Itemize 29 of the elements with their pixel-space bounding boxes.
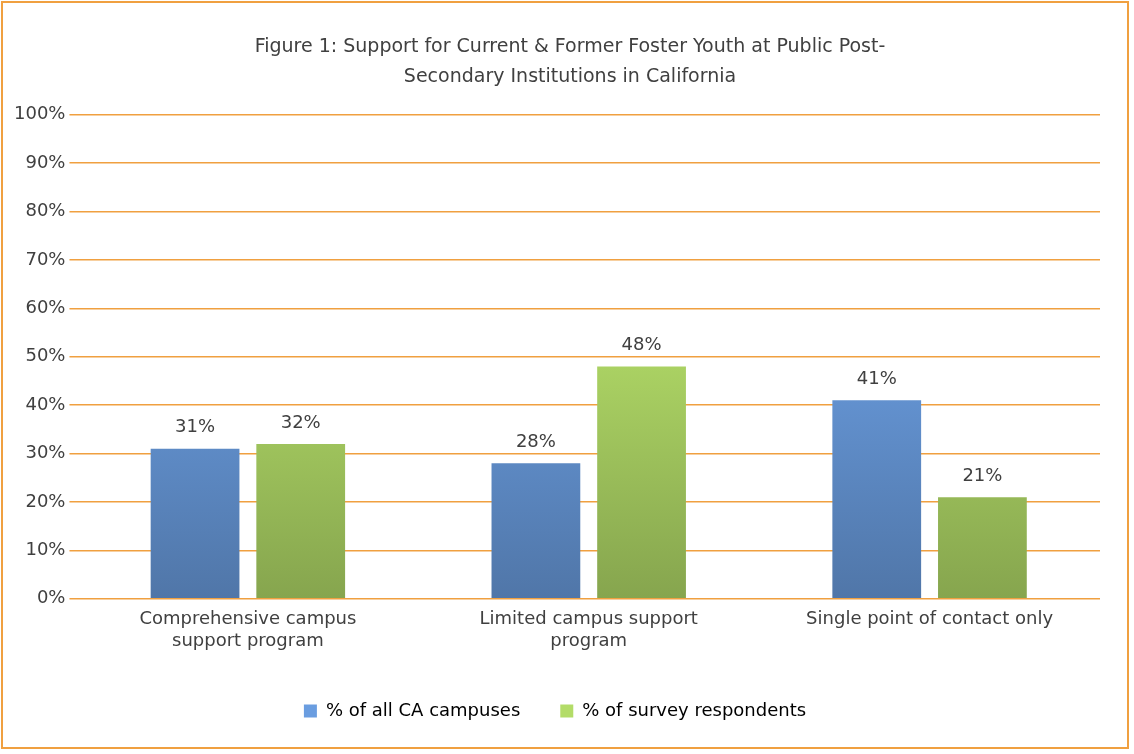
y-tick-label: 70%	[25, 247, 66, 269]
y-tick-label: 20%	[25, 489, 66, 511]
y-tick-label: 80%	[25, 199, 66, 221]
y-tick-label: 30%	[25, 441, 66, 463]
y-tick-label: 90%	[25, 150, 66, 172]
legend-label: % of survey respondents	[582, 698, 807, 720]
text: 32%	[280, 410, 321, 432]
y-tick-label: 10%	[25, 538, 66, 560]
text: 28%	[515, 429, 556, 451]
bar	[491, 463, 581, 599]
y-tick-label: 60%	[25, 296, 66, 318]
text: 48%	[621, 333, 662, 355]
text: 21%	[962, 463, 1003, 485]
y-tick-label: 40%	[25, 392, 66, 414]
y-tick-label: 0%	[36, 586, 66, 608]
bar	[832, 400, 922, 599]
bar	[597, 366, 686, 599]
y-tick-label: 100%	[13, 102, 66, 124]
text: 41%	[856, 367, 897, 389]
x-tick-label: Comprehensive campus support program	[139, 607, 357, 650]
y-tick-label: 50%	[25, 344, 66, 366]
bar	[256, 443, 346, 599]
legend-label: % of all CA campuses	[325, 698, 521, 720]
text: 31%	[175, 415, 216, 437]
x-tick-label: Single point of contact only	[806, 607, 1054, 629]
chart-title: Figure 1: Support for Current & Former Foster Youth at Public Post-Secondary Institutions in California	[253, 33, 887, 88]
bar	[938, 497, 1027, 599]
bar	[150, 448, 240, 599]
x-tick-label: Limited campus support program	[479, 607, 698, 650]
